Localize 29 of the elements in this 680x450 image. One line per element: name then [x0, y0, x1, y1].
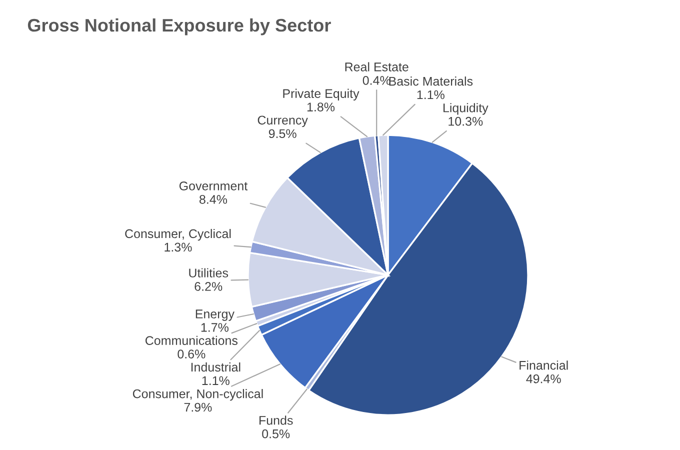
- data-label: 1.3%: [164, 242, 192, 252]
- data-label: 0.4%: [362, 76, 390, 85]
- data-label: 1.8%: [307, 102, 335, 112]
- slice-label: Private Equity: [283, 88, 360, 100]
- slice-label: Utilities: [189, 268, 228, 278]
- slice-label: Liquidity: [444, 103, 488, 115]
- slice-label: Industrial: [191, 362, 240, 372]
- slice-label: Financial: [520, 360, 568, 370]
- data-label: 1.1%: [417, 90, 444, 100]
- data-label: 1.7%: [201, 323, 228, 332]
- slice-label: Funds: [260, 416, 293, 425]
- data-label: 0.6%: [178, 350, 206, 358]
- slice-label: Real Estate: [345, 62, 408, 72]
- data-label: 49.4%: [526, 374, 561, 384]
- data-label: 9.5%: [268, 129, 296, 138]
- slice-label: Government: [179, 182, 248, 190]
- data-label: 0.5%: [262, 429, 290, 438]
- data-label: 1.1%: [202, 376, 230, 386]
- data-label: 8.4%: [200, 194, 228, 204]
- slice-label: Currency: [258, 116, 308, 128]
- slice-label: Consumer, Cyclical: [125, 228, 231, 241]
- slice-label: Communications: [146, 336, 238, 346]
- data-label: 10.3%: [448, 116, 483, 126]
- slice-label: Basic Materials: [389, 76, 473, 86]
- data-label: 6.2%: [194, 282, 222, 291]
- chart-title: Gross Notional Exposure by Sector: [28, 18, 331, 36]
- slice-label: Consumer, Non-cyclical: [132, 389, 263, 401]
- slice-label: Energy: [196, 310, 234, 321]
- data-label: 7.9%: [184, 402, 212, 412]
